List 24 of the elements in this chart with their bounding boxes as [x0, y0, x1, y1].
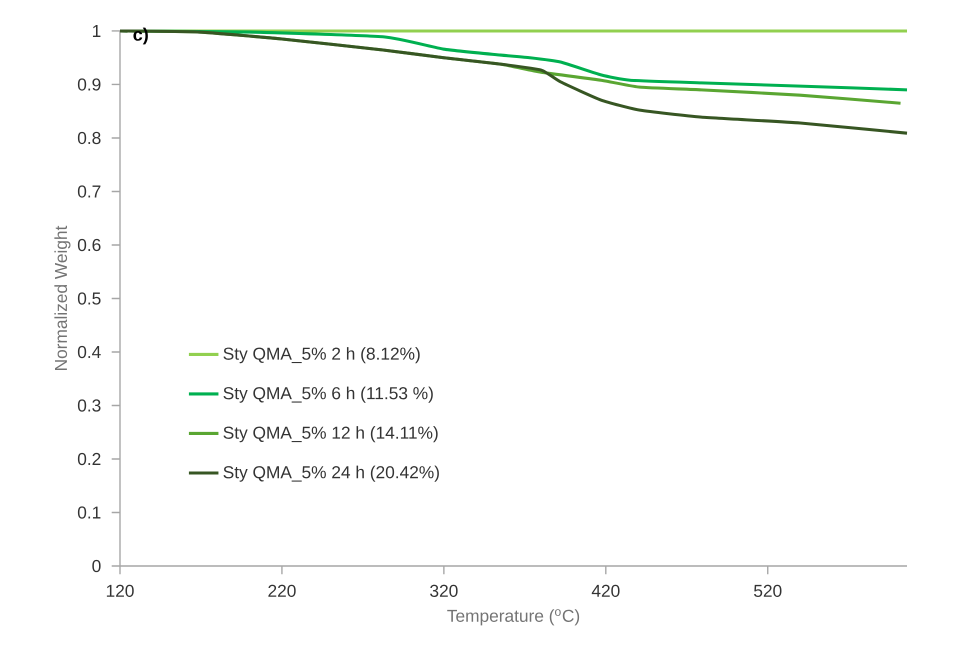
y-axis-title: Normalized Weight [54, 226, 70, 370]
y-tick-label: 0.4 [78, 346, 101, 358]
legend-label: Sty QMA_5% 6 h (11.53 %) [224, 386, 433, 403]
y-tick-label: 0 [92, 560, 101, 572]
x-tick-label: 420 [592, 584, 620, 597]
x-axis-title: Temperature ($^{o}$C) [447, 609, 580, 626]
legend-label: Sty QMA_5% 2 h (8.12%) [224, 347, 420, 364]
y-tick-label: 0.9 [78, 78, 100, 91]
y-tick-label: 0.5 [78, 292, 101, 305]
chart-title: c) [133, 28, 148, 44]
y-tick-label: 0.2 [78, 452, 100, 466]
y-tick-label: 0.7 [78, 185, 100, 198]
x-tick-label: 220 [268, 584, 296, 597]
x-tick-label: 120 [106, 584, 134, 597]
y-tick-label: 0.6 [78, 238, 101, 252]
x-tick-label: 520 [754, 584, 782, 597]
line-series [118, 29, 909, 135]
y-tick-label: 0.3 [78, 399, 101, 412]
legend-label: Sty QMA_5% 24 h (20.42%) [224, 466, 439, 482]
x-tick-label: 320 [430, 584, 458, 597]
y-tick-label: 1 [92, 25, 100, 37]
y-tick-label: 0.1 [78, 506, 100, 519]
y-tick-label: 0.8 [78, 132, 101, 144]
legend-label: Sty QMA_5% 12 h (14.11%) [224, 426, 438, 442]
